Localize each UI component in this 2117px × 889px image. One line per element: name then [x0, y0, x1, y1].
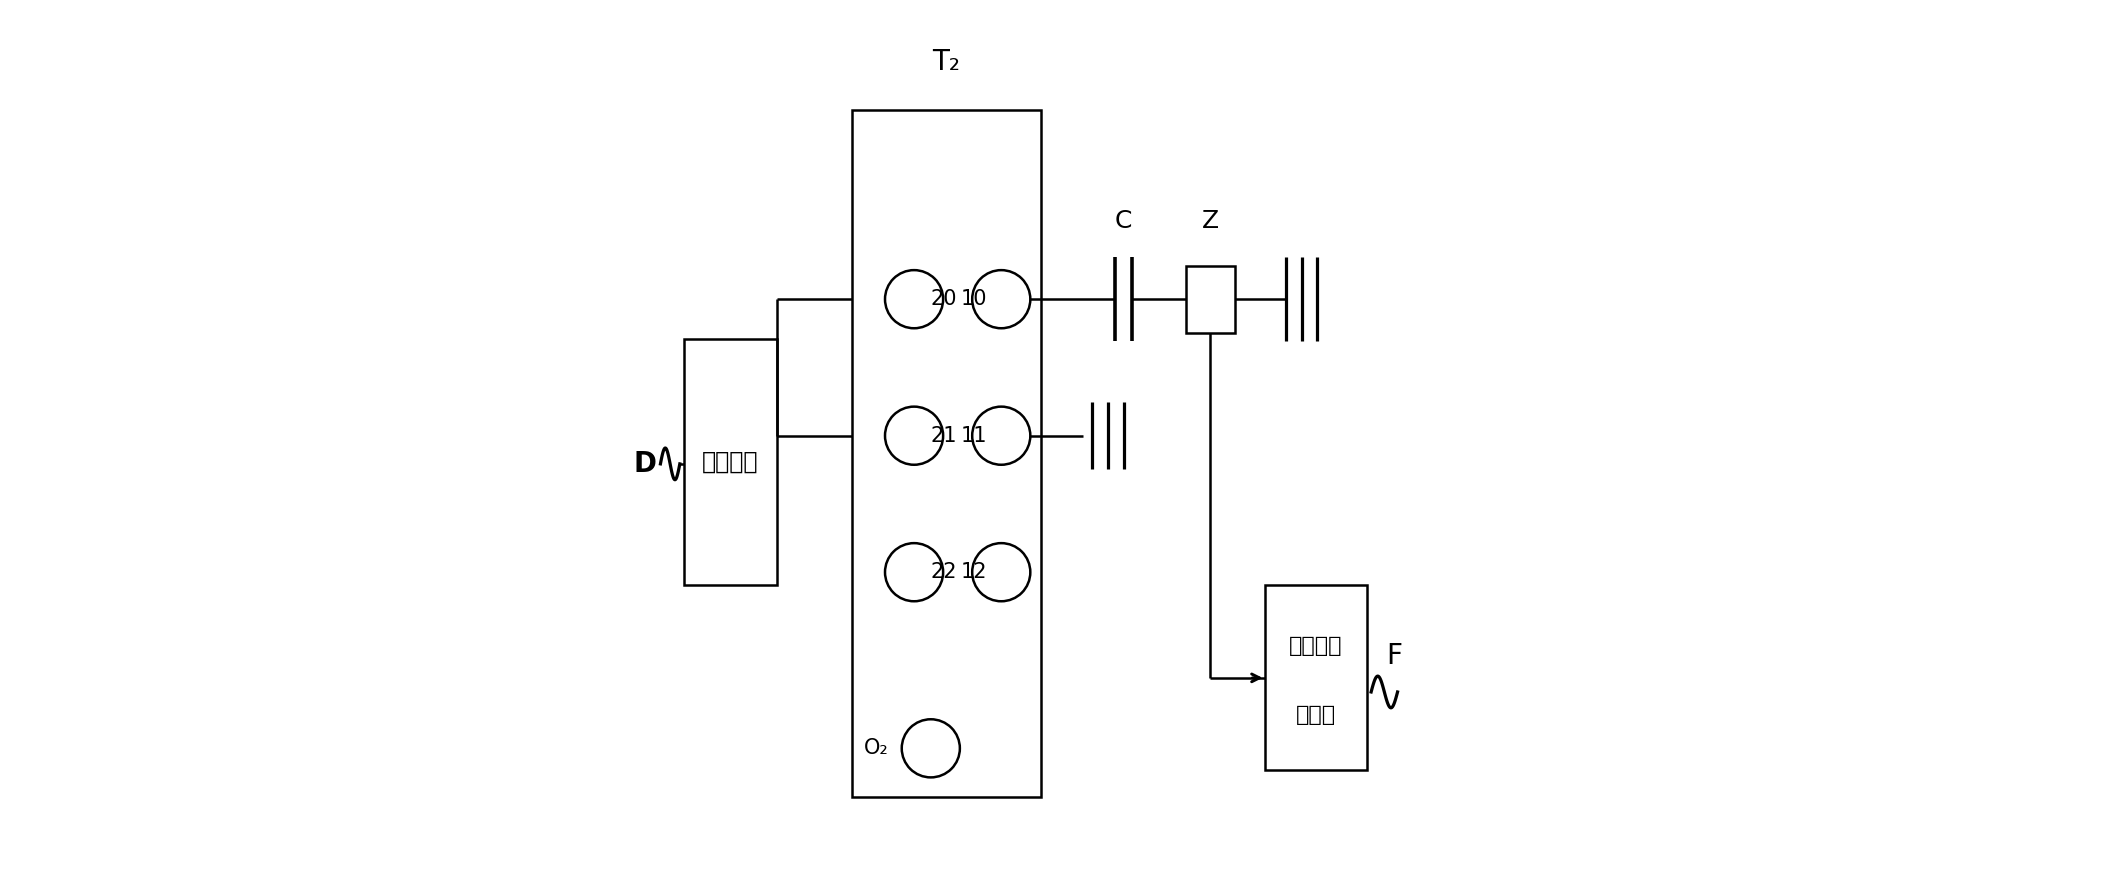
Circle shape: [902, 719, 959, 777]
Text: 21: 21: [931, 426, 957, 445]
Bar: [1186, 266, 1234, 332]
Text: O₂: O₂: [864, 739, 889, 758]
Text: 检测仰: 检测仰: [1296, 705, 1336, 725]
Bar: [851, 110, 1042, 797]
Text: T₂: T₂: [931, 48, 961, 76]
Text: 局部放电: 局部放电: [1289, 637, 1342, 656]
Circle shape: [885, 406, 944, 465]
Text: D: D: [633, 450, 656, 478]
Text: 变频电源: 变频电源: [703, 450, 758, 474]
Circle shape: [972, 270, 1031, 328]
Text: 10: 10: [961, 289, 987, 309]
Text: F: F: [1387, 642, 1401, 669]
Bar: [684, 339, 777, 586]
Circle shape: [885, 270, 944, 328]
Text: 22: 22: [931, 562, 957, 582]
Text: C: C: [1116, 209, 1133, 233]
Bar: [1266, 586, 1368, 771]
Text: 11: 11: [961, 426, 987, 445]
Circle shape: [972, 406, 1031, 465]
Circle shape: [972, 543, 1031, 601]
Text: 20: 20: [931, 289, 957, 309]
Text: 12: 12: [961, 562, 987, 582]
Text: Z: Z: [1202, 209, 1219, 233]
Circle shape: [885, 543, 944, 601]
